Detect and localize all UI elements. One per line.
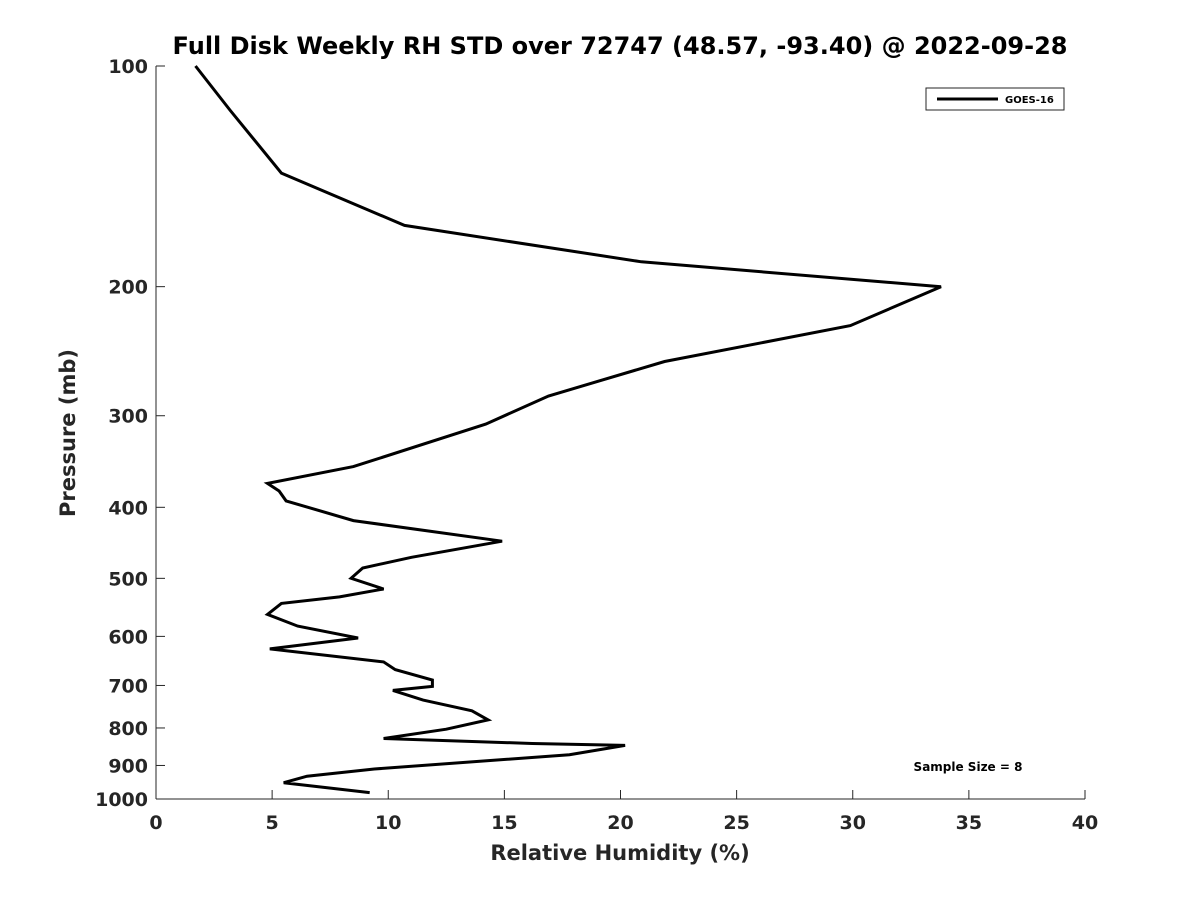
legend-label-goes16: GOES-16 <box>1005 95 1054 106</box>
y-tick-label: 600 <box>108 626 148 648</box>
plot-area: 0 5 10 15 20 25 30 35 40 100 200 300 400 500 600 700 800… <box>95 56 1098 834</box>
y-tick-label: 300 <box>108 406 148 428</box>
legend: GOES-16 <box>925 87 1065 111</box>
y-tick-label: 100 <box>108 56 148 78</box>
x-tick-label: 15 <box>491 812 517 834</box>
x-tick-label: 30 <box>840 812 866 834</box>
y-tick-label: 200 <box>108 277 148 299</box>
series-line-goes-16 <box>194 65 942 795</box>
y-tick-label: 400 <box>108 497 148 519</box>
y-tick-label: 800 <box>108 718 148 740</box>
y-tick-label: 1000 <box>95 789 148 811</box>
y-tick-label: 500 <box>108 568 148 590</box>
chart-title: Full Disk Weekly RH STD over 72747 (48.5… <box>173 32 1068 60</box>
x-axis-label: Relative Humidity (%) <box>490 841 749 865</box>
sample-size-annotation: Sample Size = 8 <box>914 760 1023 774</box>
y-tick-label: 900 <box>108 755 148 777</box>
x-tick-label: 40 <box>1072 812 1098 834</box>
x-tick-label: 25 <box>723 812 749 834</box>
x-tick-label: 35 <box>956 812 982 834</box>
x-tick-label: 0 <box>149 812 162 834</box>
x-tick-label: 20 <box>607 812 633 834</box>
y-axis-label: Pressure (mb) <box>56 349 80 517</box>
x-tick-label: 10 <box>375 812 401 834</box>
x-tick-label: 5 <box>266 812 279 834</box>
y-tick-label: 700 <box>108 675 148 697</box>
